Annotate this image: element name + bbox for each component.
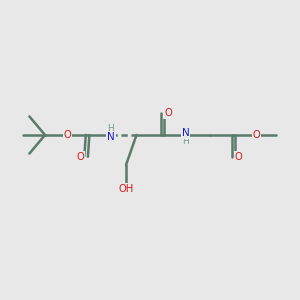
Text: H: H [108,124,114,133]
Text: O: O [253,130,260,140]
Text: N: N [182,128,189,139]
Text: O: O [77,152,85,162]
Text: N: N [107,131,115,142]
Text: OH: OH [118,184,134,194]
Text: H: H [182,137,189,146]
Text: O: O [64,130,71,140]
Text: O: O [235,152,243,162]
Text: O: O [164,108,172,118]
